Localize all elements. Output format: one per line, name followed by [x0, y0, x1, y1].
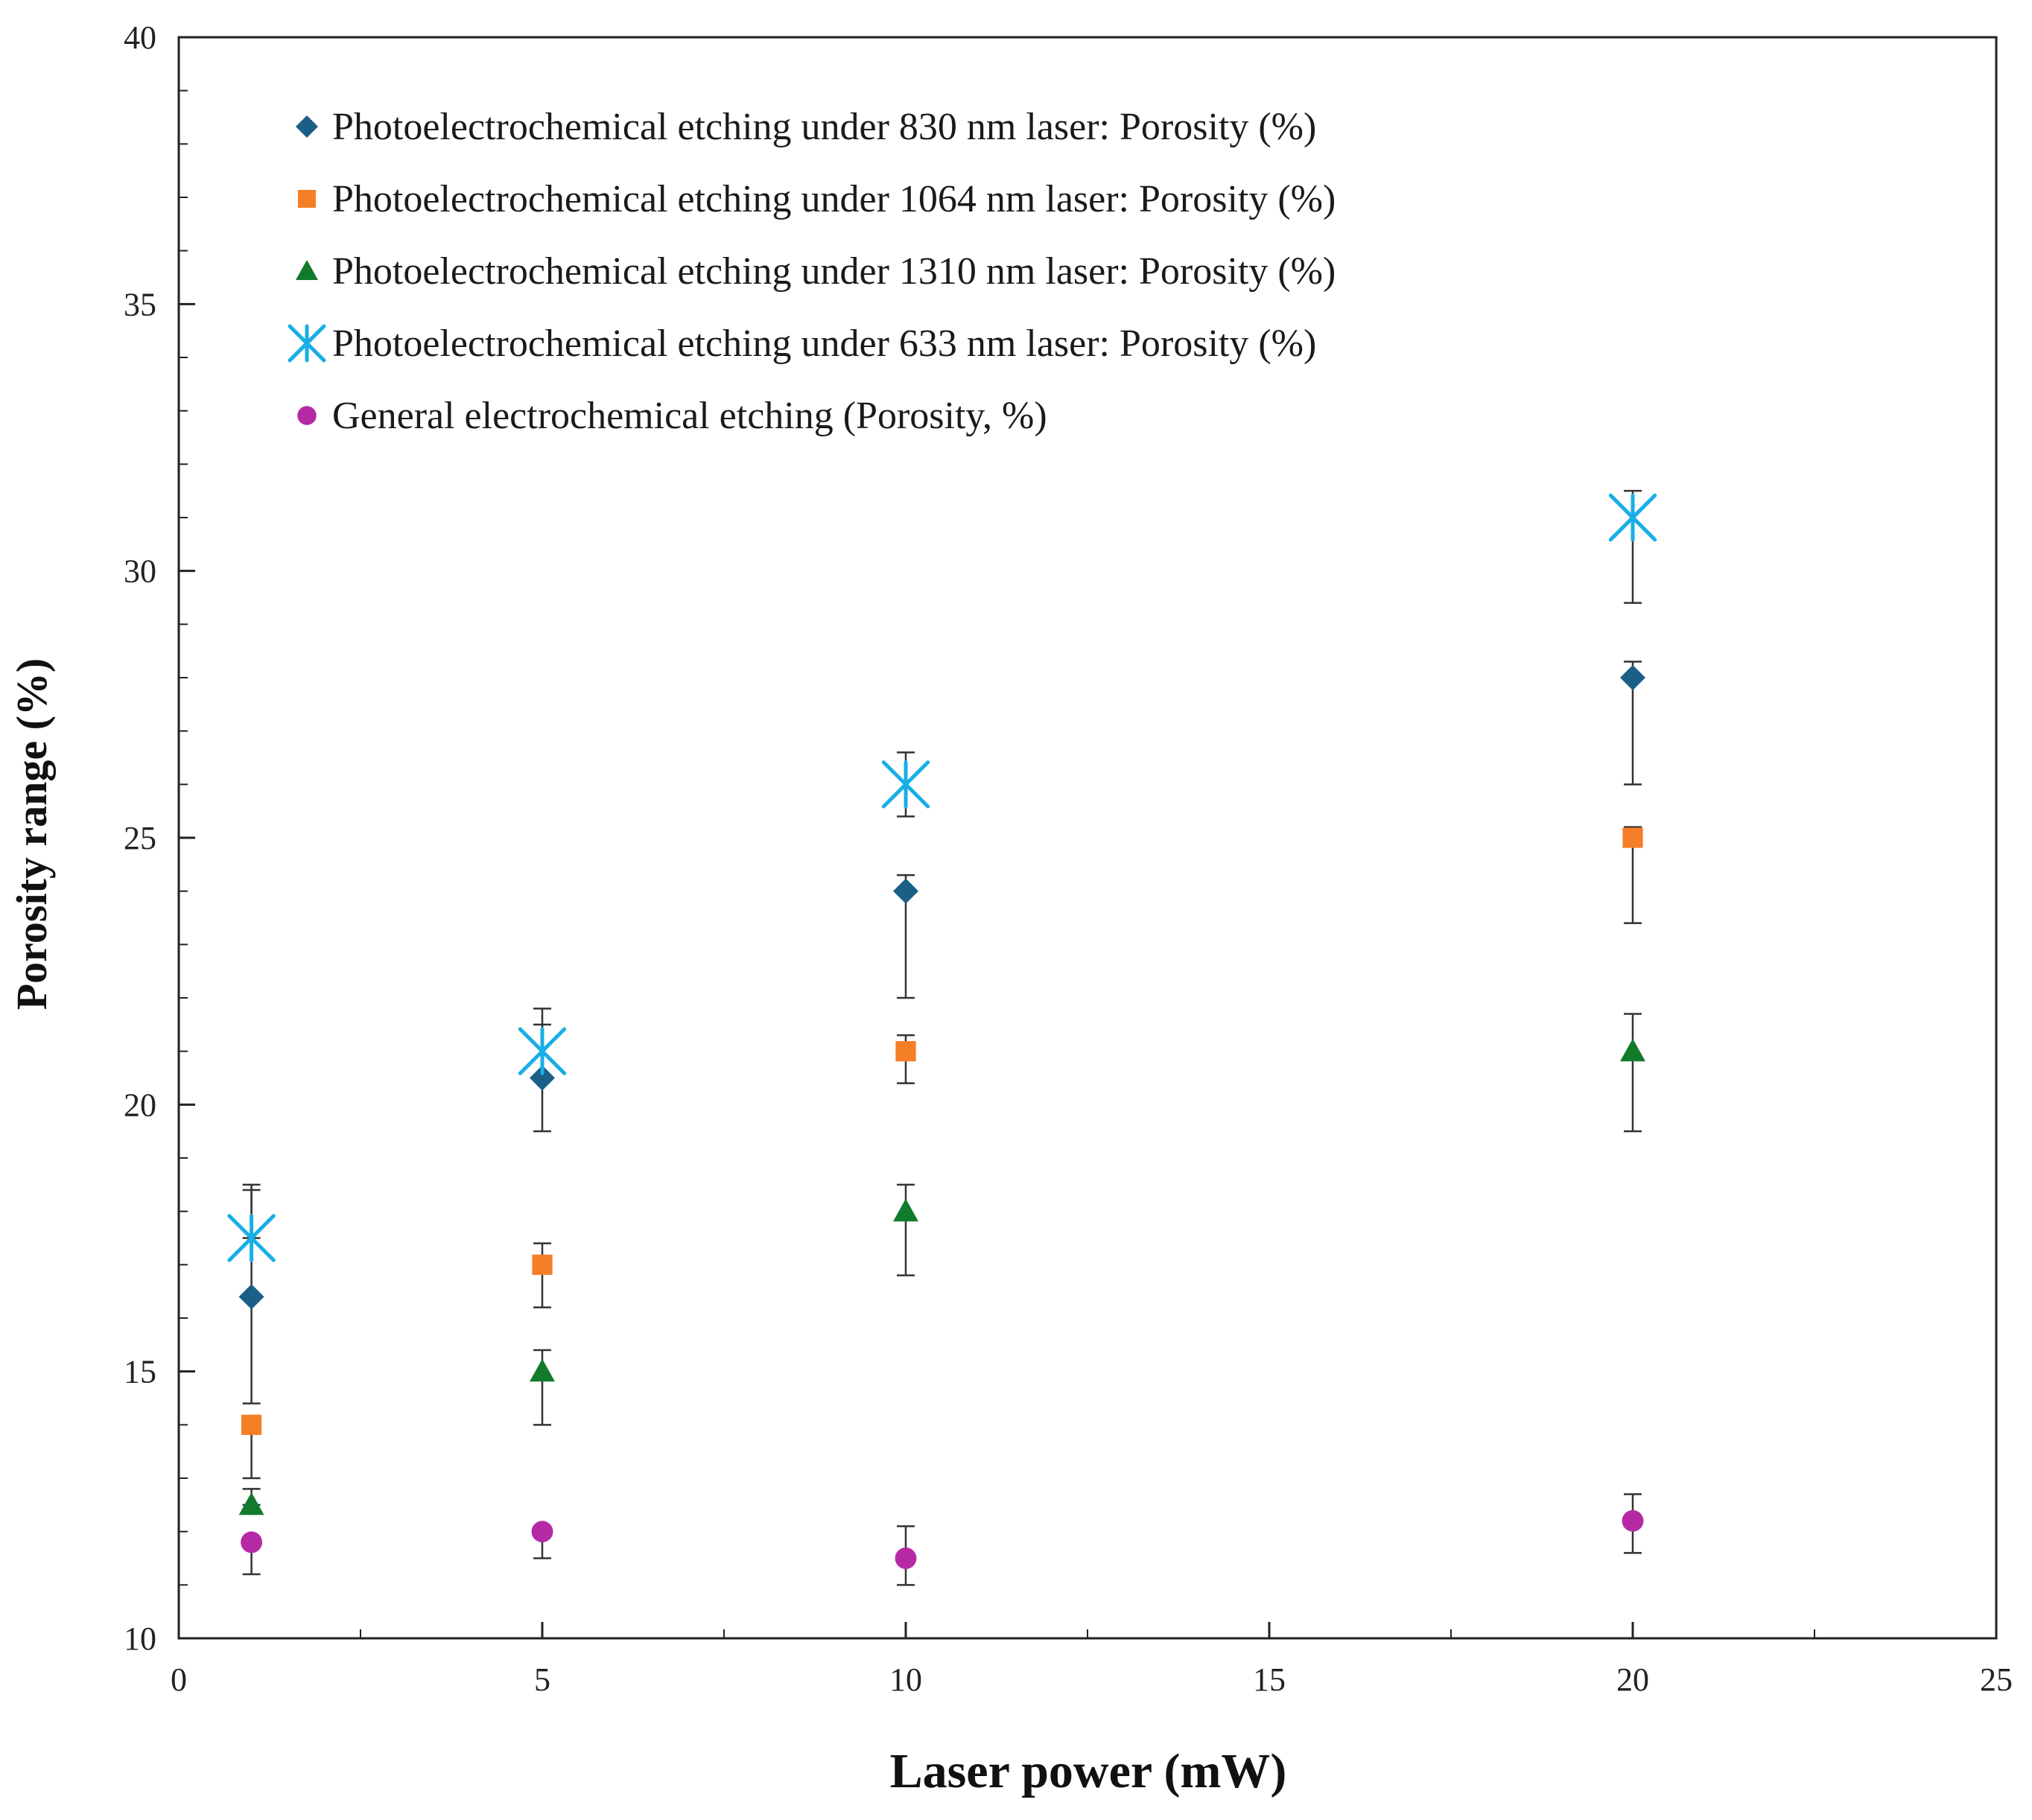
x-tick-label: 25 [1980, 1661, 2013, 1698]
star-marker [881, 760, 930, 809]
square-marker [298, 190, 316, 208]
triangle-marker [530, 1358, 555, 1382]
legend-item: Photoelectrochemical etching under 1310 … [296, 250, 1336, 293]
legend-item: Photoelectrochemical etching under 1064 … [298, 178, 1336, 220]
data-markers [227, 493, 1657, 1569]
circle-marker [531, 1521, 553, 1543]
y-tick-label: 40 [124, 19, 156, 56]
triangle-marker [238, 1492, 264, 1515]
circle-marker [297, 406, 317, 425]
legend-label: Photoelectrochemical etching under 830 n… [332, 106, 1316, 148]
star-marker [1608, 493, 1657, 542]
y-tick-label: 35 [124, 286, 156, 322]
circle-marker [1622, 1509, 1644, 1532]
diamond-marker [530, 1065, 555, 1091]
diamond-marker [238, 1284, 264, 1310]
error-bar [533, 1242, 551, 1308]
x-tick-label: 10 [889, 1661, 922, 1698]
triangle-marker [296, 260, 318, 280]
legend-label: Photoelectrochemical etching under 1064 … [332, 178, 1336, 220]
star-marker [288, 324, 326, 363]
error-bar [1624, 1013, 1642, 1133]
diamond-marker [296, 115, 318, 138]
legend-item: Photoelectrochemical etching under 830 n… [296, 106, 1316, 148]
x-tick-label: 20 [1616, 1661, 1649, 1698]
x-tick-label: 0 [171, 1661, 187, 1698]
y-tick-label: 30 [124, 553, 156, 590]
star-marker [518, 1027, 567, 1075]
x-axis-title: Laser power (mW) [890, 1744, 1287, 1798]
y-tick-label: 10 [124, 1620, 156, 1657]
circle-marker [895, 1547, 917, 1569]
diamond-marker [893, 878, 918, 904]
legend-label: Photoelectrochemical etching under 1310 … [332, 250, 1336, 293]
y-tick-label: 15 [124, 1354, 156, 1390]
x-axis: 0 5 10 15 20 25 [171, 1622, 2013, 1698]
square-marker [532, 1254, 553, 1275]
x-tick-label: 5 [534, 1661, 550, 1698]
y-axis: 10 15 20 25 30 35 40 [124, 19, 195, 1657]
star-marker [227, 1214, 276, 1262]
legend-item: Photoelectrochemical etching under 633 n… [288, 322, 1316, 365]
triangle-marker [1620, 1038, 1645, 1062]
legend-label: Photoelectrochemical etching under 633 n… [332, 322, 1316, 365]
square-marker [895, 1041, 916, 1062]
y-tick-label: 25 [124, 820, 156, 856]
square-marker [1622, 827, 1643, 848]
legend: Photoelectrochemical etching under 830 n… [288, 106, 1336, 437]
y-tick-label: 20 [124, 1086, 156, 1123]
legend-item: General electrochemical etching (Porosit… [297, 395, 1047, 437]
diamond-marker [1620, 665, 1645, 690]
x-tick-label: 15 [1253, 1661, 1286, 1698]
triangle-marker [893, 1198, 918, 1222]
circle-marker [241, 1531, 263, 1553]
square-marker [241, 1414, 262, 1435]
y-axis-title: Porosity range (%) [7, 658, 56, 1011]
legend-label: General electrochemical etching (Porosit… [332, 395, 1047, 437]
